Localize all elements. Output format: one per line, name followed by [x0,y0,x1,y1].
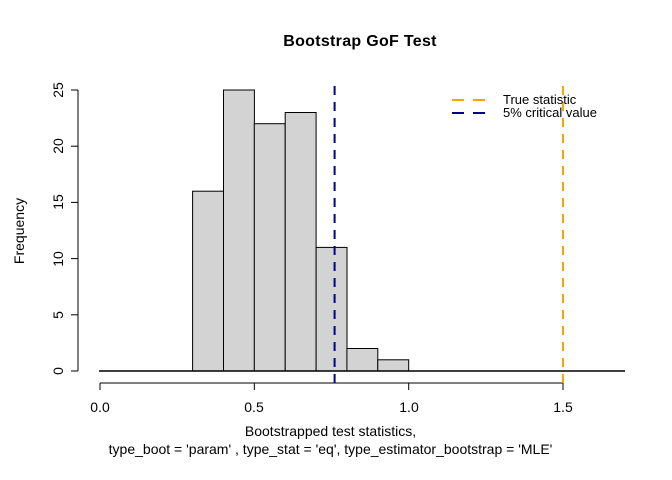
navy-dashed-line-sample [452,111,489,114]
x-tick-label: 0.5 [244,399,264,415]
y-tick-label: 20 [50,138,66,154]
x-tick-label: 1.5 [553,399,573,415]
legend: True statistic 5% critical value [452,93,597,119]
x-tick-label: 0.0 [90,399,110,415]
histogram-bar [253,123,286,372]
legend-label-critical-value: 5% critical value [503,105,597,120]
legend-label-true-statistic: True statistic [503,92,577,107]
chart-title: Bootstrap GoF Test [283,33,437,50]
x-axis-label-line1: Bootstrapped test statistics, [244,423,417,439]
legend-item-true-statistic: True statistic [452,93,597,106]
histogram-bar [315,246,348,372]
histogram-bar [377,359,410,372]
x-tick-label: 1.0 [399,399,419,415]
y-axis-label: Frequency [11,197,27,265]
y-tick-label: 15 [50,194,66,210]
orange-dashed-line-sample [452,98,489,101]
legend-item-critical-value: 5% critical value [452,106,597,119]
y-tick-label: 5 [50,311,66,319]
histogram-bar [346,348,379,372]
y-tick-label: 10 [50,251,66,267]
histogram-bar [284,112,317,372]
y-tick-label: 0 [50,367,66,375]
y-tick-label: 25 [50,82,66,98]
histogram-bar [192,190,225,372]
x-axis-label-line2: type_boot = 'param' , type_stat = 'eq', … [108,441,553,457]
histogram-bar [223,89,255,372]
